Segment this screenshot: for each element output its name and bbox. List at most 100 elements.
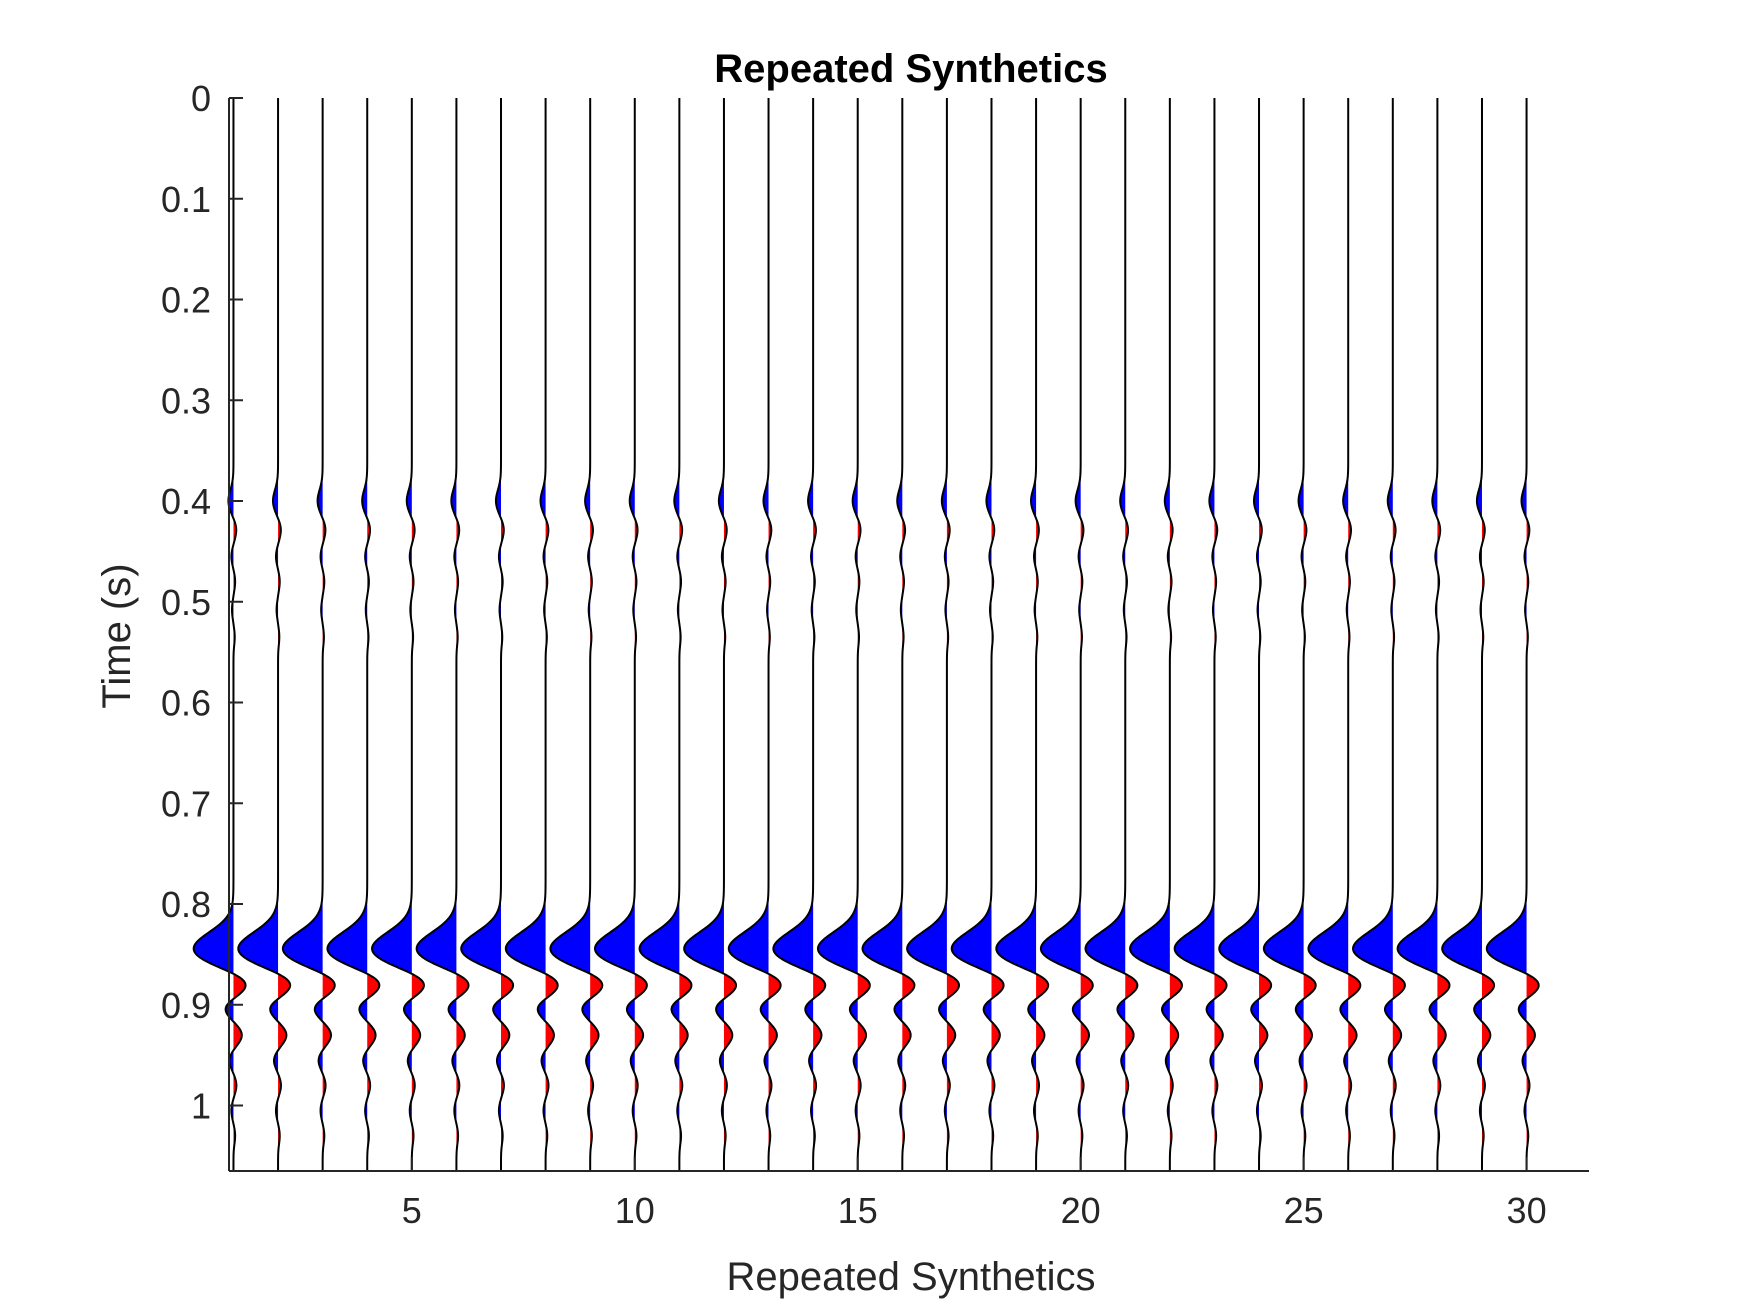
trace-line [1485, 98, 1540, 1171]
trace-line [237, 98, 292, 1171]
negative-lobe-fill [1085, 735, 1126, 975]
x-axis-label: Repeated Synthetics [726, 1255, 1095, 1299]
trace-line [1039, 98, 1094, 1171]
negative-lobe-fill [595, 735, 635, 975]
negative-lobe-fill [1353, 735, 1393, 975]
negative-lobe-fill [1486, 735, 1527, 975]
trace-27 [1352, 98, 1406, 1171]
negative-lobe-fill [416, 735, 457, 975]
y-ticks: 0 0.1 0.2 0.3 0.4 0.5 0.6 0.7 0.8 0.9 1 [161, 78, 243, 1127]
axes-layer [228, 98, 1589, 1172]
x-tick-label: 30 [1507, 1190, 1547, 1231]
trace-line [816, 98, 871, 1171]
x-tick-label: 20 [1061, 1190, 1101, 1231]
traces-layer [192, 98, 1540, 1171]
trace-5 [371, 98, 425, 1171]
trace-line [1084, 98, 1139, 1171]
y-tick-label: 0.9 [161, 985, 211, 1026]
trace-21 [1084, 98, 1139, 1171]
trace-30 [1485, 98, 1540, 1171]
negative-lobe-fill [372, 735, 412, 975]
x-tick-label: 25 [1284, 1190, 1324, 1231]
trace-line [192, 98, 247, 1171]
negative-lobe-fill [1174, 735, 1215, 975]
trace-12 [683, 98, 738, 1171]
trace-22 [1129, 98, 1183, 1171]
trace-3 [281, 98, 336, 1171]
negative-lobe-fill [1397, 735, 1438, 975]
negative-lobe-fill [728, 735, 769, 975]
trace-29 [1441, 98, 1496, 1171]
y-tick-label: 0 [191, 78, 211, 119]
trace-line [1441, 98, 1496, 1171]
negative-lobe-fill [907, 735, 947, 975]
trace-line [371, 98, 425, 1171]
trace-line [504, 98, 559, 1171]
trace-4 [326, 98, 381, 1171]
x-ticks: 5 10 15 20 25 30 [402, 1157, 1547, 1231]
negative-lobe-fill [327, 735, 368, 975]
negative-lobe-fill [550, 735, 591, 975]
negative-lobe-fill [996, 735, 1037, 975]
trace-25 [1262, 98, 1317, 1171]
trace-8 [504, 98, 559, 1171]
trace-2 [237, 98, 292, 1171]
trace-24 [1218, 98, 1273, 1171]
y-tick-label: 0.4 [161, 481, 211, 522]
trace-line [906, 98, 960, 1171]
x-tick-label: 15 [838, 1190, 878, 1231]
y-tick-label: 0.7 [161, 783, 211, 824]
trace-14 [772, 98, 827, 1171]
y-tick-label: 0.1 [161, 179, 211, 220]
trace-line [772, 98, 827, 1171]
negative-lobe-fill [773, 735, 814, 975]
trace-line [1218, 98, 1273, 1171]
trace-line [683, 98, 738, 1171]
negative-lobe-fill [817, 735, 858, 975]
trace-line [415, 98, 470, 1171]
trace-28 [1396, 98, 1451, 1171]
trace-line [861, 98, 916, 1171]
trace-9 [549, 98, 604, 1171]
negative-lobe-fill [1442, 735, 1482, 975]
trace-line [1352, 98, 1406, 1171]
trace-line [593, 98, 648, 1171]
trace-line [1396, 98, 1451, 1171]
y-tick-label: 0.5 [161, 582, 211, 623]
trace-17 [906, 98, 960, 1171]
trace-line [326, 98, 381, 1171]
y-tick-label: 0.6 [161, 683, 211, 724]
trace-line [549, 98, 604, 1171]
trace-20 [1039, 98, 1094, 1171]
y-tick-label: 0.3 [161, 380, 211, 421]
negative-lobe-fill [1263, 735, 1304, 975]
y-tick-label: 0.2 [161, 280, 211, 321]
negative-lobe-fill [639, 735, 680, 975]
negative-lobe-fill [505, 735, 546, 975]
trace-line [995, 98, 1050, 1171]
trace-16 [861, 98, 916, 1171]
trace-line [1307, 98, 1362, 1171]
trace-line [460, 98, 515, 1171]
trace-26 [1307, 98, 1362, 1171]
trace-line [1129, 98, 1183, 1171]
trace-18 [950, 98, 1005, 1171]
negative-lobe-fill [282, 735, 323, 975]
trace-19 [995, 98, 1050, 1171]
y-tick-label: 1 [191, 1086, 211, 1127]
trace-13 [727, 98, 782, 1171]
trace-23 [1173, 98, 1228, 1171]
trace-11 [638, 98, 693, 1171]
trace-10 [593, 98, 648, 1171]
y-axis-label: Time (s) [95, 563, 139, 708]
trace-line [727, 98, 782, 1171]
negative-lobe-fill [1130, 735, 1170, 975]
negative-lobe-fill [1219, 735, 1260, 975]
trace-line [638, 98, 693, 1171]
trace-line [281, 98, 336, 1171]
y-tick-label: 0.8 [161, 884, 211, 925]
trace-line [950, 98, 1005, 1171]
chart-title: Repeated Synthetics [714, 47, 1107, 91]
trace-line [1173, 98, 1228, 1171]
